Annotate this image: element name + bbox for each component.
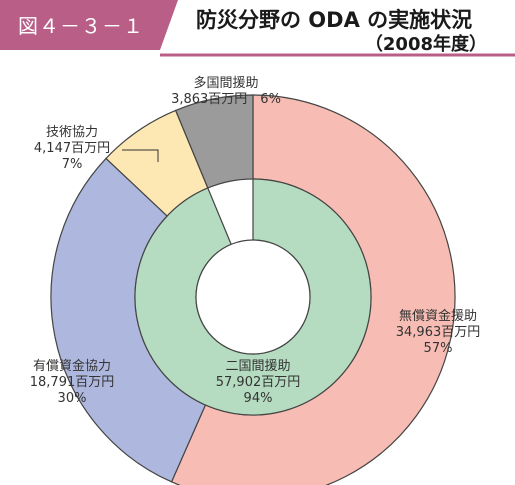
label-loan-aid: 有償資金協力 18,791百万円 30% — [30, 358, 115, 406]
figure-header: 図４－３－１ 防災分野の ODA の実施状況 （2008年度） — [0, 0, 515, 58]
label-bilateral: 二国間援助 57,902百万円 94% — [216, 359, 301, 406]
donut-hole — [195, 239, 311, 355]
label-multilateral: 多国間援助 3,863百万円 6% — [171, 75, 281, 107]
figure-number: 図４－３－１ — [18, 14, 144, 38]
label-technical-cooperation: 技術協力 4,147百万円 7% — [34, 125, 110, 172]
label-grant-aid: 無償資金援助 34,963百万円 57% — [396, 308, 481, 356]
header-band — [0, 0, 515, 57]
outer-slice-3 — [174, 94, 254, 189]
figure-number-band — [0, 0, 178, 50]
chart-subtitle: （2008年度） — [364, 34, 487, 55]
leader-line-technical — [122, 149, 159, 162]
chart-title: 防災分野の ODA の実施状況 — [196, 8, 473, 32]
